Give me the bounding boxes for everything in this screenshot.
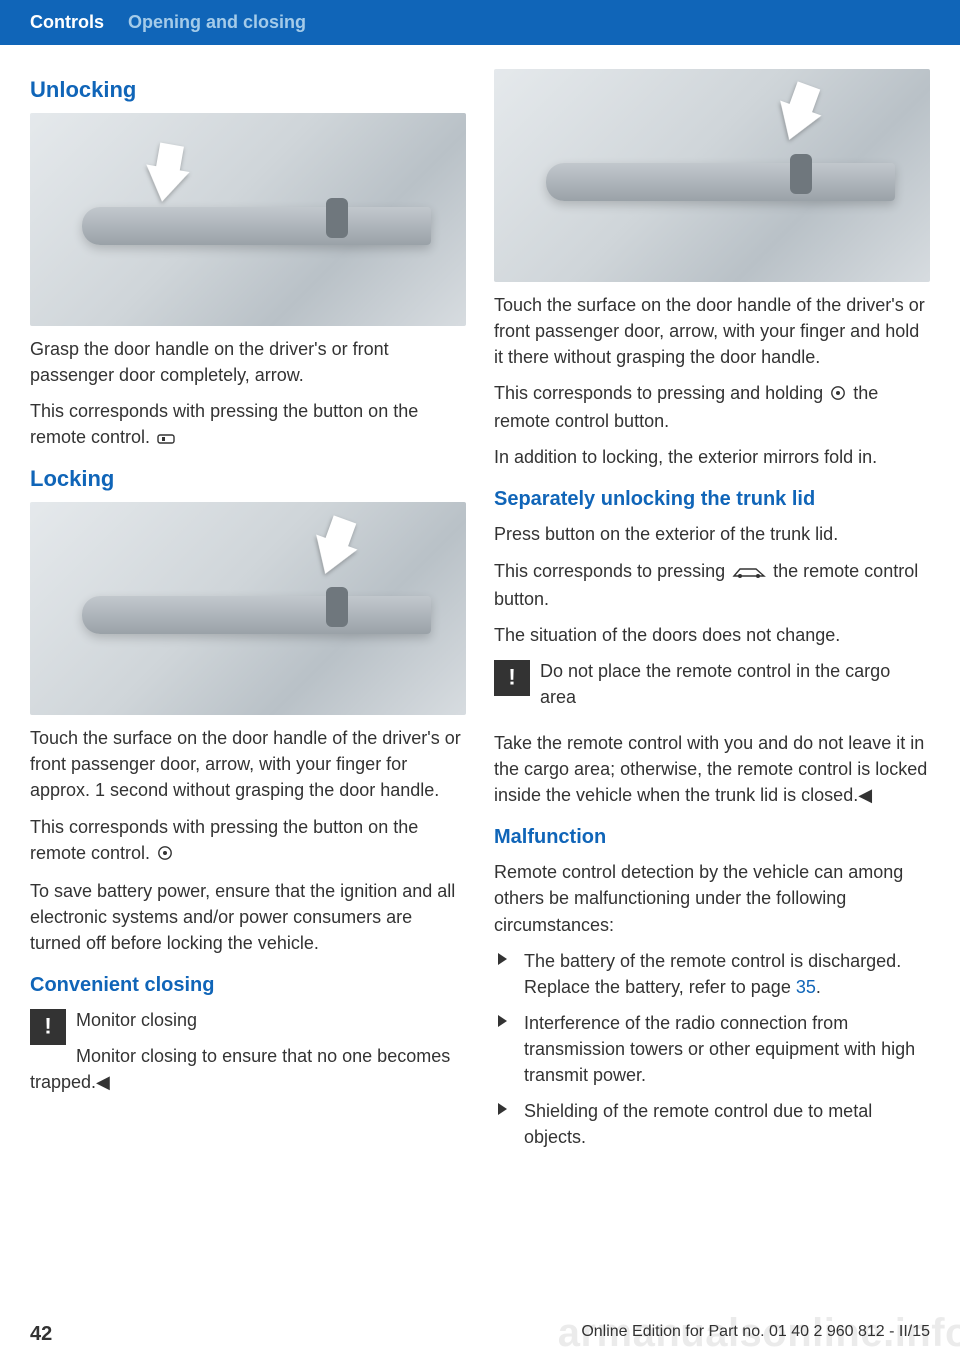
warning-body: Monitor closing to ensure that no one be… — [30, 1043, 466, 1095]
arrow-icon — [305, 534, 358, 581]
text: Interference of the radio connection fro… — [524, 1013, 915, 1085]
remote-unlock-icon — [157, 426, 175, 452]
malfunction-list: The battery of the remote control is dis… — [496, 948, 930, 1151]
text: This corresponds to pressing — [494, 561, 725, 581]
text: Shielding of the remote control due to m… — [524, 1101, 872, 1147]
paragraph: Press button on the exterior of the trun… — [494, 521, 930, 547]
warning-title: Monitor closing — [30, 1007, 466, 1033]
text: This corresponds with pressing the butto… — [30, 817, 418, 863]
right-column: Touch the surface on the door handle of … — [494, 63, 930, 1160]
list-item: Shielding of the remote control due to m… — [496, 1098, 930, 1150]
paragraph: This corresponds to pressing the re­mote… — [494, 558, 930, 612]
heading-malfunction: Malfunction — [494, 826, 930, 849]
paragraph: In addition to locking, the exterior mir… — [494, 444, 930, 470]
figure-unlocking — [30, 113, 466, 326]
paragraph: To save battery power, ensure that the i… — [30, 878, 466, 956]
warning-block: Monitor closing Monitor closing to ensur… — [30, 1007, 466, 1105]
text: The battery of the remote control is dis… — [524, 951, 901, 997]
list-item: Interference of the radio connection fro… — [496, 1010, 930, 1088]
remote-lock-icon — [830, 382, 846, 408]
paragraph: This corresponds with pressing the butto… — [30, 814, 466, 868]
warning-icon — [30, 1009, 66, 1045]
left-column: Unlocking Grasp the door handle on the d… — [30, 63, 466, 1160]
heading-locking: Locking — [30, 466, 466, 492]
figure-locking — [30, 502, 466, 715]
page-ref[interactable]: 35 — [796, 977, 816, 997]
arrow-icon — [769, 101, 822, 148]
paragraph: Touch the surface on the door handle of … — [30, 725, 466, 803]
list-item: The battery of the remote control is dis… — [496, 948, 930, 1000]
warning-title: Do not place the remote control in the c… — [494, 658, 930, 710]
paragraph: This corresponds to pressing and holding… — [494, 380, 930, 434]
figure-convenient-closing — [494, 69, 930, 282]
paragraph: The situation of the doors does not chan… — [494, 622, 930, 648]
breadcrumb-secondary: Opening and closing — [128, 12, 306, 33]
warning-block: Do not place the remote control in the c… — [494, 658, 930, 720]
heading-trunk-unlock: Separately unlocking the trunk lid — [494, 488, 930, 511]
breadcrumb-primary: Controls — [30, 12, 104, 33]
edition-text: Online Edition for Part no. 01 40 2 960 … — [581, 1323, 930, 1346]
content-columns: Unlocking Grasp the door handle on the d… — [0, 45, 960, 1160]
arrow-icon — [141, 165, 190, 206]
warning-body: Take the remote control with you and do … — [494, 730, 930, 808]
text: This corresponds to pressing and holding — [494, 383, 823, 403]
paragraph: Touch the surface on the door handle of … — [494, 292, 930, 370]
heading-unlocking: Unlocking — [30, 77, 466, 103]
warning-icon — [494, 660, 530, 696]
footer: 42 Online Edition for Part no. 01 40 2 9… — [0, 1323, 960, 1346]
remote-lock-icon — [157, 842, 173, 868]
text: This corresponds with pressing the butto… — [30, 401, 418, 447]
header-bar: Controls Opening and closing — [0, 0, 960, 45]
paragraph: Remote control detection by the vehicle … — [494, 859, 930, 937]
paragraph: This corresponds with pressing the butto… — [30, 398, 466, 452]
trunk-icon — [732, 560, 766, 586]
paragraph: Grasp the door handle on the driver's or… — [30, 336, 466, 388]
text: . — [816, 977, 821, 997]
heading-convenient-closing: Convenient closing — [30, 974, 466, 997]
page-number: 42 — [30, 1323, 52, 1346]
